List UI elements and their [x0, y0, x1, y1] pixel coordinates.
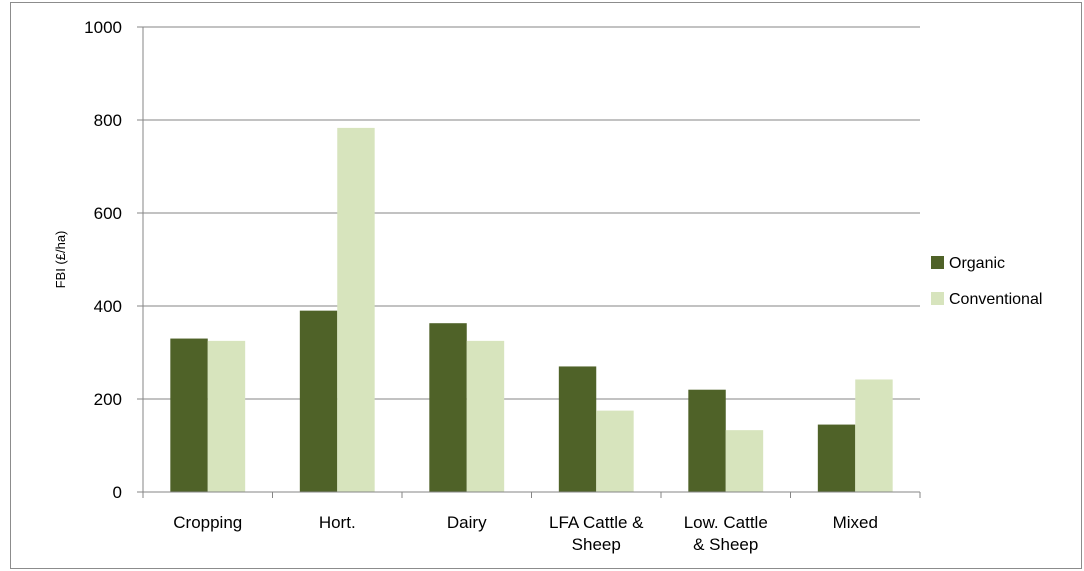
bar-conventional: [207, 340, 246, 492]
x-tick-label: Hort.: [319, 513, 356, 532]
axes: [142, 27, 921, 498]
x-tick-label: Sheep: [572, 535, 621, 554]
bar-organic: [429, 323, 467, 492]
bar-organic: [558, 366, 597, 492]
x-tick-label: & Sheep: [693, 535, 758, 554]
bar-organic: [170, 338, 208, 492]
y-tick-label: 800: [94, 111, 122, 130]
y-tick-label: 1000: [84, 18, 122, 37]
bar-conventional: [337, 127, 375, 492]
chart-frame: [10, 2, 1082, 569]
x-tick-labels: Cropping Hort. Dairy LFA Cattle & Sheep Low. …: [173, 513, 878, 554]
y-axis-label: FBI (£/ha): [53, 231, 68, 289]
x-tick-label: Dairy: [447, 513, 487, 532]
bar-conventional: [855, 379, 893, 492]
x-tick-label: Cropping: [173, 513, 242, 532]
y-tick-label: 200: [94, 390, 122, 409]
bar-conventional: [725, 430, 764, 492]
x-tick-label: Low. Cattle: [684, 513, 768, 532]
y-tick-label: 0: [113, 483, 122, 502]
y-tick-label: 600: [94, 204, 122, 223]
x-tick-label: Mixed: [833, 513, 878, 532]
bar-conventional: [466, 340, 505, 492]
legend-swatch-organic: [931, 256, 944, 269]
bar-organic: [817, 424, 856, 492]
legend-label-conventional: Conventional: [949, 291, 1042, 308]
legend: Organic Conventional: [931, 255, 1042, 308]
x-tick-label: LFA Cattle &: [549, 513, 644, 532]
legend-label-organic: Organic: [949, 255, 1005, 272]
gridlines: [137, 26, 920, 493]
bar-organic: [688, 389, 726, 492]
y-tick-label: 400: [94, 297, 122, 316]
y-tick-labels: 0 200 400 600 800 1000: [84, 18, 122, 502]
bars: [170, 127, 893, 492]
bar-conventional: [596, 410, 634, 492]
bar-organic: [299, 310, 338, 492]
legend-swatch-conventional: [931, 292, 944, 305]
